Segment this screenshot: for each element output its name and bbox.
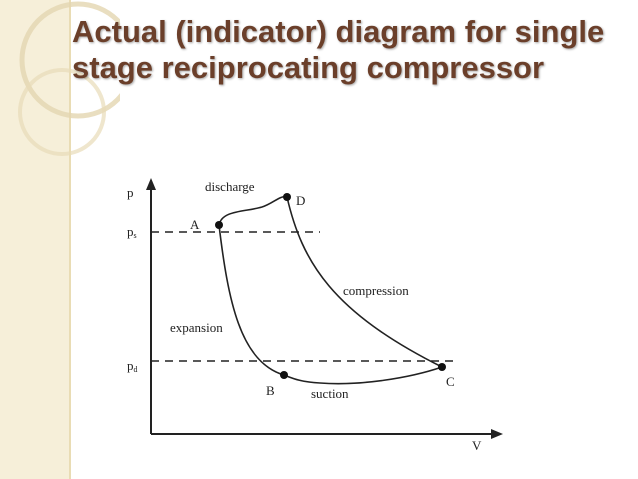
point-b-marker — [280, 371, 288, 379]
ps-label-main: p — [127, 224, 134, 239]
point-d-marker — [283, 193, 291, 201]
ps-label: ps — [127, 224, 137, 240]
left-band-border — [69, 0, 71, 479]
discharge-curve — [218, 195, 288, 226]
y-axis-label: p — [127, 185, 134, 200]
point-d-label: D — [296, 193, 305, 208]
pd-label: pd — [127, 358, 138, 374]
point-c-label: C — [446, 374, 455, 389]
point-b-label: B — [266, 383, 275, 398]
expansion-curve — [218, 224, 285, 376]
decorative-circles — [18, 1, 120, 156]
decorative-circle-lower — [18, 68, 106, 156]
discharge-label: discharge — [205, 179, 255, 194]
point-a-label: A — [190, 217, 200, 232]
compression-curve — [286, 196, 443, 368]
pd-label-subscript: d — [134, 365, 138, 374]
compression-label: compression — [343, 283, 409, 298]
x-axis-arrow — [491, 429, 503, 439]
point-a-marker — [215, 221, 223, 229]
decorative-circle-upper — [19, 1, 120, 119]
x-axis-label: V — [472, 438, 482, 453]
pd-label-main: p — [127, 358, 134, 373]
suction-label: suction — [311, 386, 349, 401]
slide-title: Actual (indicator) diagram for single st… — [72, 14, 605, 85]
suction-curve — [283, 366, 443, 385]
point-c-marker — [438, 363, 446, 371]
expansion-label: expansion — [170, 320, 223, 335]
y-axis-arrow — [146, 178, 156, 190]
ps-label-subscript: s — [134, 231, 137, 240]
